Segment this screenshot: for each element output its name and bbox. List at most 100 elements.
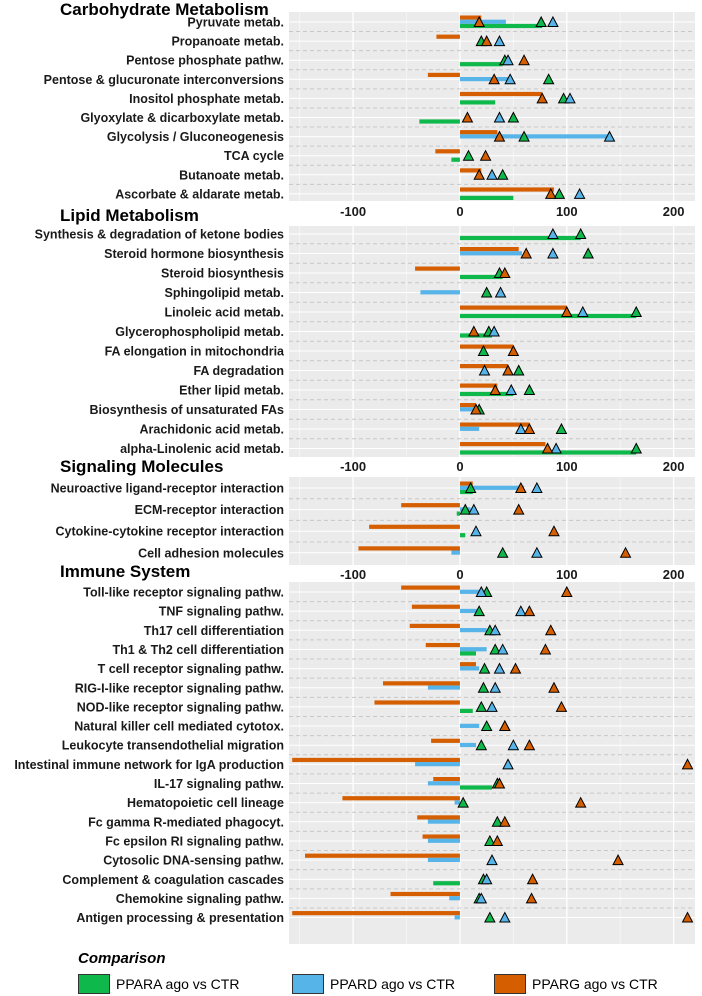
x-tick-label: 0 — [456, 204, 463, 219]
bar-ppard-ago-vs-ctr — [427, 781, 460, 786]
bar-ppard-ago-vs-ctr — [427, 857, 460, 862]
bar-ppard-ago-vs-ctr — [459, 134, 610, 139]
bar-pparg-ago-vs-ctr — [459, 247, 519, 252]
triangle-ppara-ago-vs-ctr — [507, 111, 520, 123]
triangle-ppard-ago-vs-ctr — [496, 643, 509, 655]
bar-ppara-ago-vs-ctr — [459, 533, 466, 538]
triangle-pparg-ago-vs-ctr — [536, 92, 549, 104]
bar-pparg-ago-vs-ctr — [415, 266, 460, 271]
bar-pparg-ago-vs-ctr — [436, 34, 460, 39]
x-tick-label: 100 — [556, 204, 578, 219]
bar-ppara-ago-vs-ctr — [459, 785, 492, 790]
triangle-ppard-ago-vs-ctr — [494, 286, 507, 298]
triangle-ppard-ago-vs-ctr — [475, 585, 488, 597]
bar-pparg-ago-vs-ctr — [292, 757, 460, 763]
triangle-ppara-ago-vs-ctr — [518, 130, 530, 142]
triangle-ppara-ago-vs-ctr — [464, 481, 477, 493]
triangle-pparg-ago-vs-ctr — [526, 873, 539, 885]
panel-signaling-molecules: Signaling Molecules Neuroactive ligand-re… — [51, 457, 695, 582]
triangle-ppard-ago-vs-ctr — [564, 92, 576, 104]
triangle-ppard-ago-vs-ctr — [486, 700, 498, 712]
triangle-pparg-ago-vs-ctr — [560, 585, 573, 597]
triangle-ppara-ago-vs-ctr — [555, 422, 568, 434]
bar-ppara-ago-vs-ctr — [419, 119, 460, 124]
triangle-ppara-ago-vs-ctr — [535, 15, 547, 27]
triangle-ppara-ago-vs-ctr — [489, 643, 502, 655]
bar-pparg-ago-vs-ctr — [459, 15, 482, 20]
legend-title: Comparison — [78, 950, 166, 967]
x-tick-label: 200 — [663, 567, 685, 582]
triangle-ppara-ago-vs-ctr — [484, 911, 496, 923]
triangle-ppard-ago-vs-ctr — [488, 325, 500, 337]
triangle-ppard-ago-vs-ctr — [480, 873, 493, 885]
bar-pparg-ago-vs-ctr — [459, 187, 554, 192]
triangle-ppard-ago-vs-ctr — [603, 130, 616, 142]
bar-pparg-ago-vs-ctr — [358, 546, 460, 551]
panel-lipid-metabolism: Lipid Metabolism Synthesis & degradation … — [35, 206, 695, 474]
triangle-ppard-ago-vs-ctr — [489, 681, 502, 693]
triangle-ppara-ago-vs-ctr — [553, 187, 566, 199]
bar-ppard-ago-vs-ctr — [449, 896, 460, 901]
category-label: Th1 & Th2 cell differentiation — [112, 643, 284, 657]
triangle-pparg-ago-vs-ctr — [560, 305, 573, 317]
triangle-pparg-ago-vs-ctr — [493, 130, 506, 142]
bar-pparg-ago-vs-ctr — [305, 853, 460, 858]
triangle-pparg-ago-vs-ctr — [612, 854, 624, 866]
legend: Comparison PPARA ago vs CTR PPARD ago vs… — [0, 944, 702, 996]
triangle-ppard-ago-vs-ctr — [486, 854, 498, 866]
category-label: Chemokine signaling pathw. — [116, 892, 284, 906]
triangle-ppara-ago-vs-ctr — [475, 700, 488, 712]
bar-ppard-ago-vs-ctr — [454, 915, 460, 920]
bar-ppard-ago-vs-ctr — [459, 608, 482, 614]
x-tick-label: 200 — [663, 459, 685, 474]
triangle-ppard-ago-vs-ctr — [547, 247, 559, 259]
bar-pparg-ago-vs-ctr — [427, 72, 460, 77]
bar-ppard-ago-vs-ctr — [415, 762, 460, 767]
triangle-pparg-ago-vs-ctr — [502, 364, 514, 376]
bar-pparg-ago-vs-ctr — [411, 604, 460, 609]
bar-ppara-ago-vs-ctr — [459, 235, 581, 241]
category-label: Arachidonic acid metab. — [140, 423, 284, 437]
category-label: TNF signaling pathw. — [159, 605, 284, 619]
bar-ppard-ago-vs-ctr — [459, 485, 525, 490]
triangle-ppard-ago-vs-ctr — [547, 227, 559, 239]
bar-pparg-ago-vs-ctr — [459, 442, 546, 447]
triangle-ppard-ago-vs-ctr — [531, 481, 543, 493]
category-label: Antigen processing & presentation — [76, 911, 284, 925]
bar-ppara-ago-vs-ctr — [459, 100, 496, 105]
triangle-ppard-ago-vs-ctr — [468, 503, 480, 515]
triangle-ppara-ago-vs-ctr — [480, 286, 493, 298]
category-label: Linoleic acid metab. — [165, 306, 284, 320]
category-label: Intestinal immune network for IgA produc… — [14, 758, 284, 772]
panel-title: Immune System — [60, 562, 190, 581]
triangle-ppard-ago-vs-ctr — [478, 364, 491, 376]
triangle-pparg-ago-vs-ctr — [515, 481, 527, 493]
triangle-pparg-ago-vs-ctr — [544, 624, 557, 636]
triangle-ppard-ago-vs-ctr — [531, 546, 543, 558]
category-label: Toll-like receptor signaling pathw. — [83, 586, 284, 600]
bar-ppara-ago-vs-ctr — [451, 157, 460, 162]
bar-ppard-ago-vs-ctr — [459, 589, 484, 594]
triangle-ppard-ago-vs-ctr — [493, 662, 506, 674]
triangle-ppard-ago-vs-ctr — [493, 35, 506, 47]
category-label: Sphingolipid metab. — [165, 286, 284, 300]
triangle-pparg-ago-vs-ctr — [548, 525, 560, 537]
triangle-pparg-ago-vs-ctr — [523, 605, 536, 617]
triangle-ppard-ago-vs-ctr — [547, 15, 559, 27]
x-tick-label: -100 — [340, 567, 366, 582]
triangle-ppara-ago-vs-ctr — [477, 344, 490, 356]
triangle-ppard-ago-vs-ctr — [486, 168, 498, 180]
bar-ppard-ago-vs-ctr — [459, 407, 482, 412]
bar-ppard-ago-vs-ctr — [459, 647, 487, 652]
bar-pparg-ago-vs-ctr — [459, 403, 476, 408]
triangle-ppard-ago-vs-ctr — [489, 624, 502, 636]
bar-pparg-ago-vs-ctr — [459, 305, 567, 310]
bar-ppara-ago-vs-ctr — [459, 23, 543, 29]
triangle-pparg-ago-vs-ctr — [480, 35, 493, 47]
bar-ppard-ago-vs-ctr — [459, 742, 476, 748]
triangle-ppard-ago-vs-ctr — [576, 305, 589, 317]
bar-pparg-ago-vs-ctr — [342, 796, 460, 801]
category-label: Neuroactive ligand-receptor interaction — [51, 482, 284, 496]
category-label: T cell receptor signaling pathw. — [98, 662, 284, 676]
triangle-ppara-ago-vs-ctr — [630, 305, 643, 317]
